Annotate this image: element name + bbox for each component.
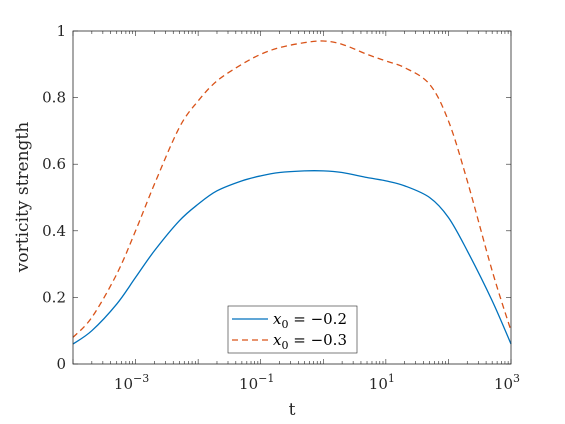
x-tick-label: 101	[369, 372, 395, 393]
labels-layer: 0 0.2 0.4 0.6 0.8 1 10−3 10−1 101 103	[42, 22, 520, 393]
y-tick-label: 0.8	[42, 89, 66, 107]
y-tick-label: 0.2	[42, 288, 66, 306]
x-tick-label: 10−1	[239, 372, 274, 393]
legend-box	[227, 305, 358, 354]
axes-box	[72, 30, 512, 365]
legend-label-1: x0 = −0.2	[273, 310, 347, 331]
legend: x0 = −0.2x0 = −0.3	[227, 305, 358, 354]
series-line-1	[72, 170, 512, 345]
y-tick-label: 0.6	[42, 155, 66, 173]
x-tick-label: 103	[494, 372, 520, 393]
x-axis-label: t	[289, 400, 296, 420]
y-tick-label: 0.4	[42, 222, 66, 240]
series-line-2	[72, 40, 512, 338]
x-tick-label: 10−3	[114, 372, 149, 393]
y-tick-label: 0	[56, 355, 66, 373]
legend-label-2: x0 = −0.3	[273, 331, 347, 352]
series-layer	[72, 40, 512, 345]
y-tick-label: 1	[56, 22, 66, 40]
y-axis-label: vorticity strength	[13, 122, 33, 273]
